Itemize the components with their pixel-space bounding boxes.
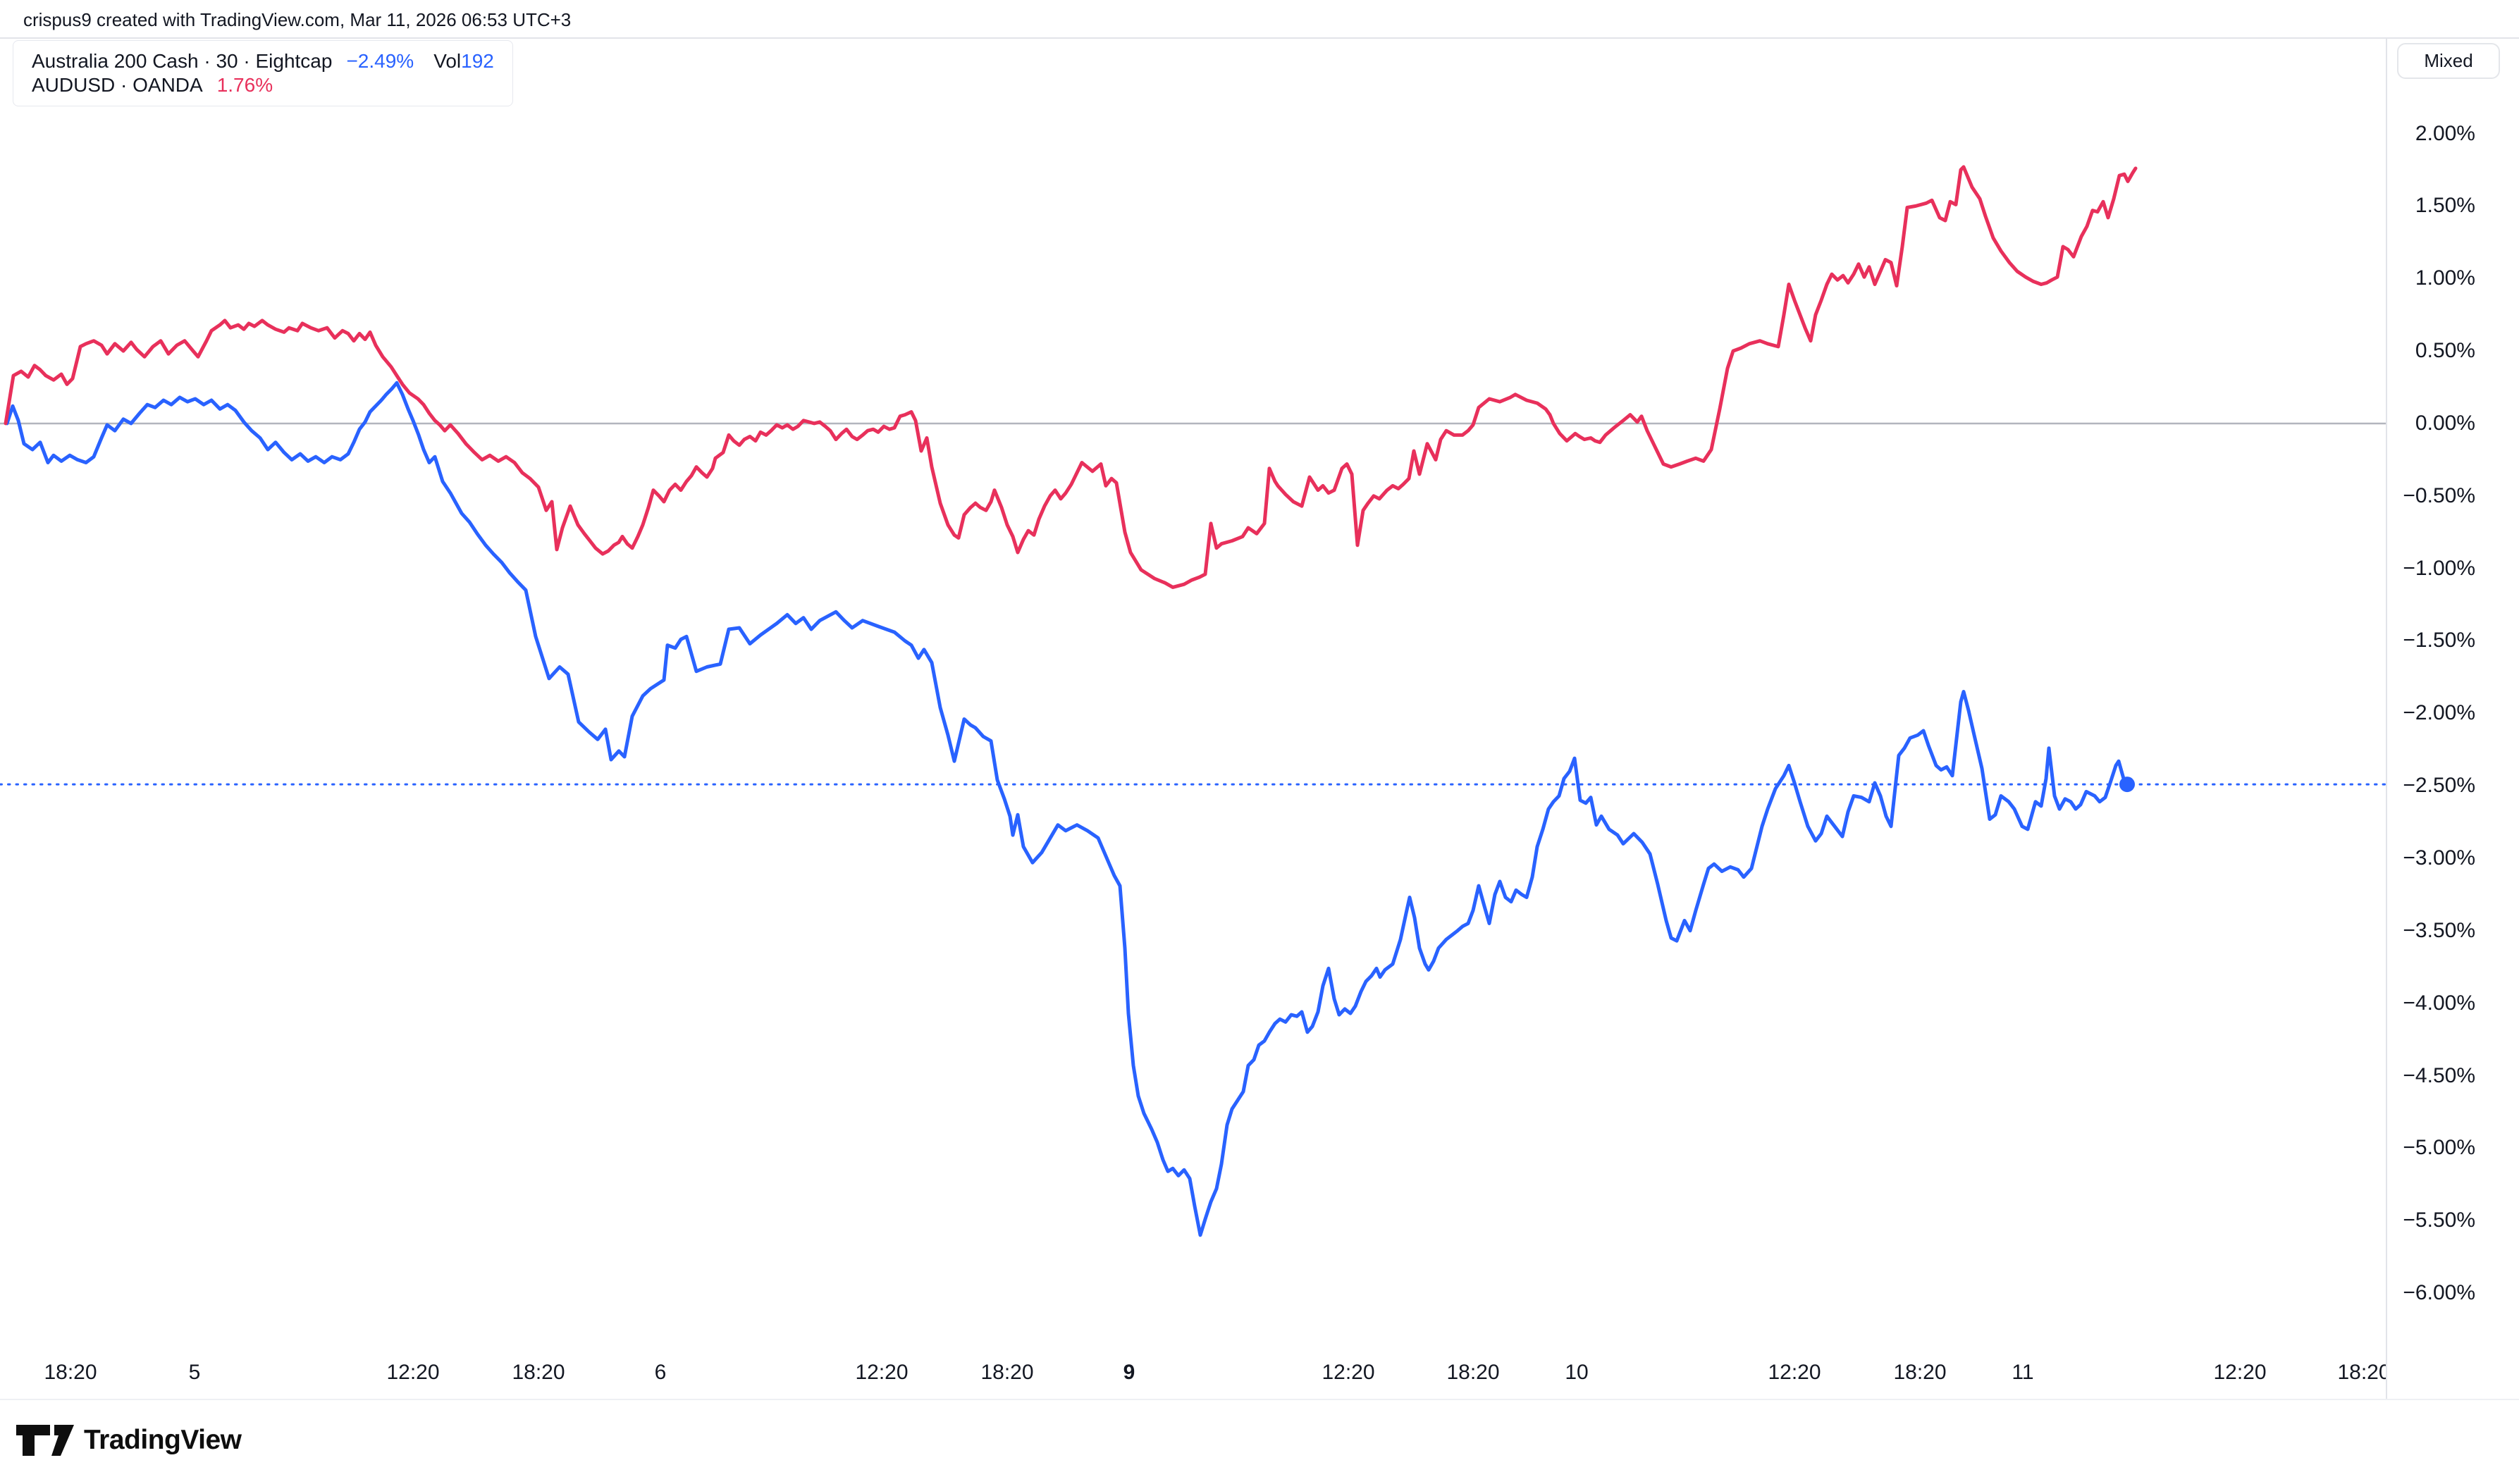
price-axis-label: −0.50% (2403, 483, 2475, 507)
price-axis-label: −4.50% (2403, 1063, 2475, 1087)
price-axis-label: −5.50% (2403, 1208, 2475, 1232)
time-axis-divider (0, 1399, 2519, 1400)
series-line-1 (4, 165, 2138, 589)
legend-symbol-title[interactable]: Australia 200 Cash · 30 · Eightcap (32, 50, 333, 72)
price-axis-label: −4.00% (2403, 991, 2475, 1015)
legend-change-value: 1.76% (216, 74, 273, 96)
series-end-dot (2119, 777, 2135, 793)
price-axis[interactable]: 2.00% 1.50% 1.00% 0.50% 0.00% −0.50% −1.00% −1.… (2387, 0, 2519, 1399)
price-axis-label: 0.00% (2415, 411, 2475, 435)
time-axis-label: 11 (2012, 1361, 2034, 1384)
time-axis-label: 12:20 (1322, 1361, 1375, 1384)
price-axis-label: 1.00% (2415, 266, 2475, 290)
legend-volume-label: Vol (433, 50, 462, 72)
price-axis-label: −1.00% (2403, 556, 2475, 580)
price-axis-label: −2.50% (2403, 774, 2475, 798)
scale-mode-button[interactable]: Mixed (2397, 43, 2500, 79)
time-axis-label: 12:20 (1768, 1361, 1821, 1384)
chart-canvas[interactable] (0, 37, 2386, 1343)
price-axis-label: 0.50% (2415, 339, 2475, 363)
time-axis-label: 5 (188, 1361, 201, 1384)
legend-row-australia200[interactable]: Australia 200 Cash · 30 · Eightcap −2.49… (32, 49, 494, 73)
time-axis-label: 6 (654, 1361, 667, 1384)
price-axis-label: −5.00% (2403, 1136, 2475, 1160)
legend: Australia 200 Cash · 30 · Eightcap −2.49… (13, 40, 513, 106)
time-axis-label: 9 (1123, 1361, 1135, 1384)
price-axis-label: −3.50% (2403, 918, 2475, 942)
time-axis-label: 18:20 (980, 1361, 1034, 1384)
price-axis-label: 1.50% (2415, 194, 2475, 218)
legend-change-value: −2.49% (346, 50, 414, 72)
time-axis-label: 18:20 (44, 1361, 97, 1384)
time-axis-label: 10 (1565, 1361, 1589, 1384)
time-axis-label: 18:20 (1446, 1361, 1500, 1384)
tradingview-logo[interactable]: TradingView (16, 1425, 242, 1456)
price-axis-label: 2.00% (2415, 121, 2475, 145)
header-divider (0, 37, 2519, 39)
price-axis-label: −3.00% (2403, 846, 2475, 870)
legend-volume-value: 192 (461, 50, 494, 72)
price-axis-label: −1.50% (2403, 629, 2475, 653)
legend-row-audusd[interactable]: AUDUSD · OANDA 1.76% (32, 73, 494, 97)
time-axis[interactable]: 18:20 5 12:20 18:20 6 12:20 18:20 9 12:20 18:20 10… (0, 1344, 2386, 1399)
price-axis-divider (2386, 37, 2387, 1399)
time-axis-label: 12:20 (2213, 1361, 2267, 1384)
time-axis-label: 12:20 (386, 1361, 440, 1384)
time-axis-label: 12:20 (855, 1361, 909, 1384)
price-axis-label: −6.00% (2403, 1281, 2475, 1305)
time-axis-label: 18:20 (1893, 1361, 1947, 1384)
price-axis-label: −2.00% (2403, 701, 2475, 725)
time-axis-label: 18:20 (512, 1361, 565, 1384)
series-line-0 (5, 381, 2129, 1237)
tradingview-logo-text: TradingView (84, 1425, 242, 1455)
tradingview-logo-icon (16, 1425, 74, 1456)
time-axis-label: 18:20 (2337, 1361, 2386, 1384)
attribution-text: crispus9 created with TradingView.com, M… (23, 9, 572, 30)
legend-symbol-title[interactable]: AUDUSD · OANDA (32, 74, 203, 96)
